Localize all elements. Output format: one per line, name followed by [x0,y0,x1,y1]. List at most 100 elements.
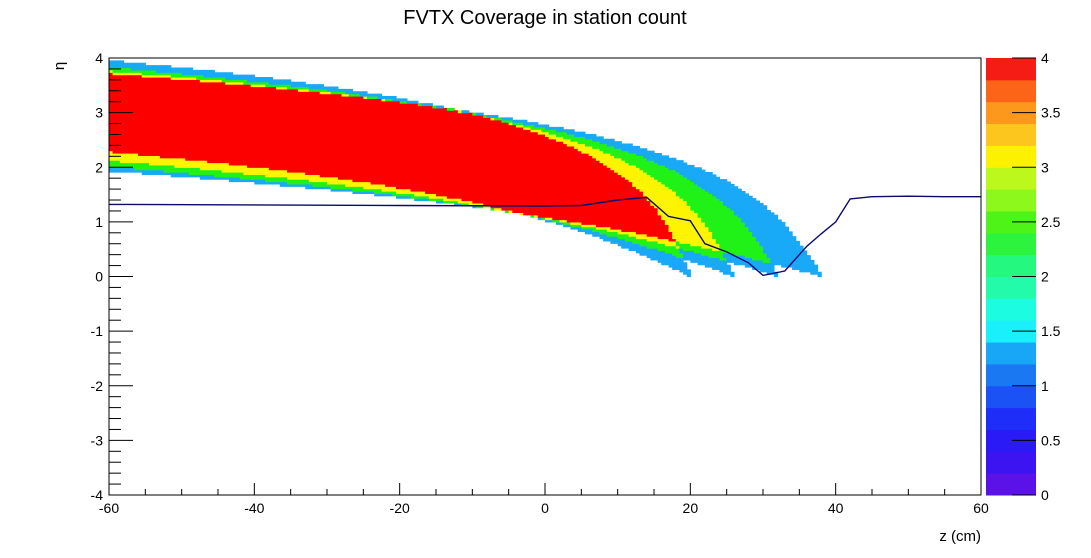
coverage-cell [366,176,372,180]
coverage-cell [385,155,390,159]
coverage-cell [501,181,506,185]
coverage-cell [399,181,404,185]
coverage-cell [475,164,481,168]
coverage-cell [297,100,303,104]
coverage-cell [519,183,524,187]
coverage-cell [283,122,288,126]
coverage-cell [494,153,499,156]
coverage-cell [341,119,346,123]
coverage-cell [363,107,368,111]
coverage-cell [327,176,332,180]
coverage-cell [363,167,368,171]
coverage-cell [446,157,452,161]
coverage-cell [323,93,328,97]
coverage-cell [127,93,132,97]
coverage-cell [501,169,506,173]
coverage-cell [167,148,172,152]
coverage-cell [425,107,430,111]
coverage-cell [290,141,295,145]
coverage-cell [130,110,136,114]
coverage-cell [257,131,263,135]
coverage-cell [450,174,455,178]
coverage-cell [443,174,448,178]
coverage-cell [159,86,165,90]
coverage-cell [170,69,175,73]
coverage-cell [250,110,255,114]
coverage-cell [519,195,524,199]
coverage-cell [374,119,379,123]
coverage-cell [287,122,292,126]
coverage-cell [167,136,172,140]
coverage-cell [366,107,372,111]
coverage-cell [287,96,292,99]
coverage-cell [512,164,517,168]
coverage-cell [265,86,270,90]
coverage-cell [428,131,433,135]
coverage-cell [247,129,252,133]
coverage-cell [337,167,343,171]
coverage-cell [283,141,288,145]
coverage-cell [232,115,237,118]
coverage-cell [446,160,452,164]
coverage-cell [188,124,194,128]
coverage-cell [185,162,190,166]
coverage-cell [236,155,241,159]
coverage-cell [170,172,175,175]
coverage-cell [305,136,310,140]
coverage-cell [178,77,183,80]
coverage-cell [432,115,437,118]
coverage-cell [417,183,423,187]
coverage-cell [283,136,288,140]
coverage-cell [352,112,357,116]
coverage-cell [377,117,383,121]
coverage-cell [188,69,194,73]
coverage-cell [287,88,292,92]
coverage-cell [199,129,205,133]
coverage-cell [439,119,444,123]
coverage-cell [283,96,288,99]
coverage-cell [472,153,477,156]
coverage-cell [461,143,466,147]
coverage-cell [163,115,168,118]
coverage-cell [178,145,183,149]
coverage-cell [392,174,397,178]
coverage-cell [501,202,506,206]
coverage-cell [138,126,143,130]
coverage-cell [501,188,506,192]
coverage-cell [359,143,364,147]
coverage-cell [203,148,208,152]
coverage-cell [214,131,219,135]
coverage-cell [145,153,150,156]
coverage-cell [305,91,310,95]
coverage-cell [381,98,386,102]
coverage-cell [523,122,528,126]
coverage-cell [257,169,263,173]
coverage-cell [170,134,175,137]
coverage-cell [178,164,183,168]
coverage-cell [243,74,248,78]
coverage-cell [145,129,150,133]
coverage-cell [119,164,125,168]
coverage-cell [185,134,190,137]
coverage-cell [388,157,393,161]
coverage-cell [290,150,295,154]
coverage-cell [381,96,386,99]
coverage-cell [301,155,306,159]
coverage-cell [428,112,433,116]
coverage-cell [359,155,364,159]
coverage-cell [290,98,295,102]
coverage-cell [301,93,306,97]
coverage-cell [301,107,306,111]
coverage-cell [218,141,223,145]
coverage-cell [421,179,426,183]
coverage-cell [494,167,499,171]
coverage-cell [228,155,234,159]
coverage-cell [432,198,437,202]
coverage-cell [523,167,528,171]
coverage-cell [523,157,528,161]
coverage-cell [109,115,114,118]
coverage-cell [337,96,343,99]
coverage-cell [334,143,339,147]
coverage-cell [461,160,466,164]
coverage-cell [363,181,368,185]
